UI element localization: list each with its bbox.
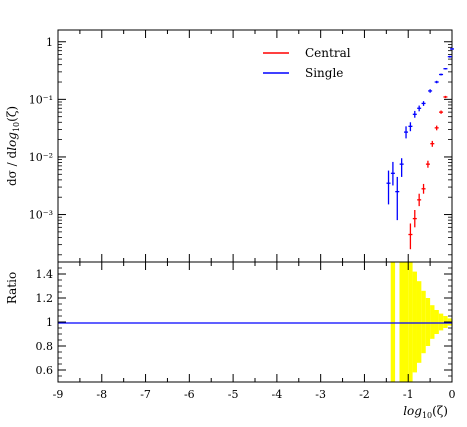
main-series-layer — [386, 48, 454, 250]
legend-label-single: Single — [305, 66, 343, 80]
xtick-label: -3 — [315, 388, 326, 401]
xtick-label: -2 — [359, 388, 370, 401]
ratio-band-layer — [390, 262, 452, 382]
x-axis-label: log10(ζ) — [403, 404, 448, 420]
series-single — [386, 48, 454, 221]
xtick-label: 0 — [449, 388, 456, 401]
legend: Central Single — [263, 46, 351, 80]
ratio-axis-ticks: 0.6 0.8 1 1.2 1.4 -9 -8 -7 -6 -5 -4 -3 -2 -1 0 — [36, 262, 456, 401]
main-ytick-label: 10⁻³ — [29, 209, 53, 222]
ratio-panel: 0.6 0.8 1 1.2 1.4 -9 -8 -7 -6 -5 -4 -3 -2 -1 0 — [36, 261, 456, 401]
xtick-label: -4 — [272, 388, 283, 401]
ratio-band-bin — [425, 298, 431, 346]
series-central — [408, 95, 448, 250]
ratio-band-bin — [438, 313, 444, 331]
ratio-ytick-label: 1.2 — [36, 292, 54, 305]
xtick-label: -1 — [403, 388, 414, 401]
xtick-label: -6 — [184, 388, 195, 401]
main-ytick-label: 1 — [46, 36, 53, 49]
main-axis-ticks: 1 10⁻¹ 10⁻² 10⁻³ — [29, 30, 453, 262]
main-panel: 1 10⁻¹ 10⁻² 10⁻³ — [29, 29, 454, 263]
main-y-axis-label: dσ / dlog10(ζ) — [5, 106, 21, 186]
ratio-y-axis-label: Ratio — [5, 272, 19, 304]
ratio-band-bin — [408, 262, 413, 382]
xtick-label: -8 — [96, 388, 107, 401]
xtick-label: -9 — [53, 388, 64, 401]
main-ytick-label: 10⁻² — [29, 151, 53, 164]
ratio-ytick-label: 0.8 — [36, 340, 54, 353]
ratio-ytick-label: 1.4 — [36, 268, 54, 281]
ratio-band-bin — [430, 305, 435, 339]
main-plot-frame — [57, 29, 453, 263]
xtick-label: -5 — [228, 388, 239, 401]
ratio-band-bin — [399, 262, 409, 382]
ratio-ytick-label: 0.6 — [36, 364, 54, 377]
ratio-band-bin — [390, 262, 396, 382]
legend-label-central: Central — [305, 46, 351, 60]
ratio-band-bin — [416, 281, 422, 363]
xtick-label: -7 — [140, 388, 151, 401]
ratio-band-bin — [421, 290, 426, 354]
main-ytick-label: 10⁻¹ — [29, 93, 53, 106]
ratio-ytick-label: 1 — [46, 316, 53, 329]
ratio-band-bin — [412, 271, 417, 373]
ratio-band-bin — [434, 310, 439, 334]
